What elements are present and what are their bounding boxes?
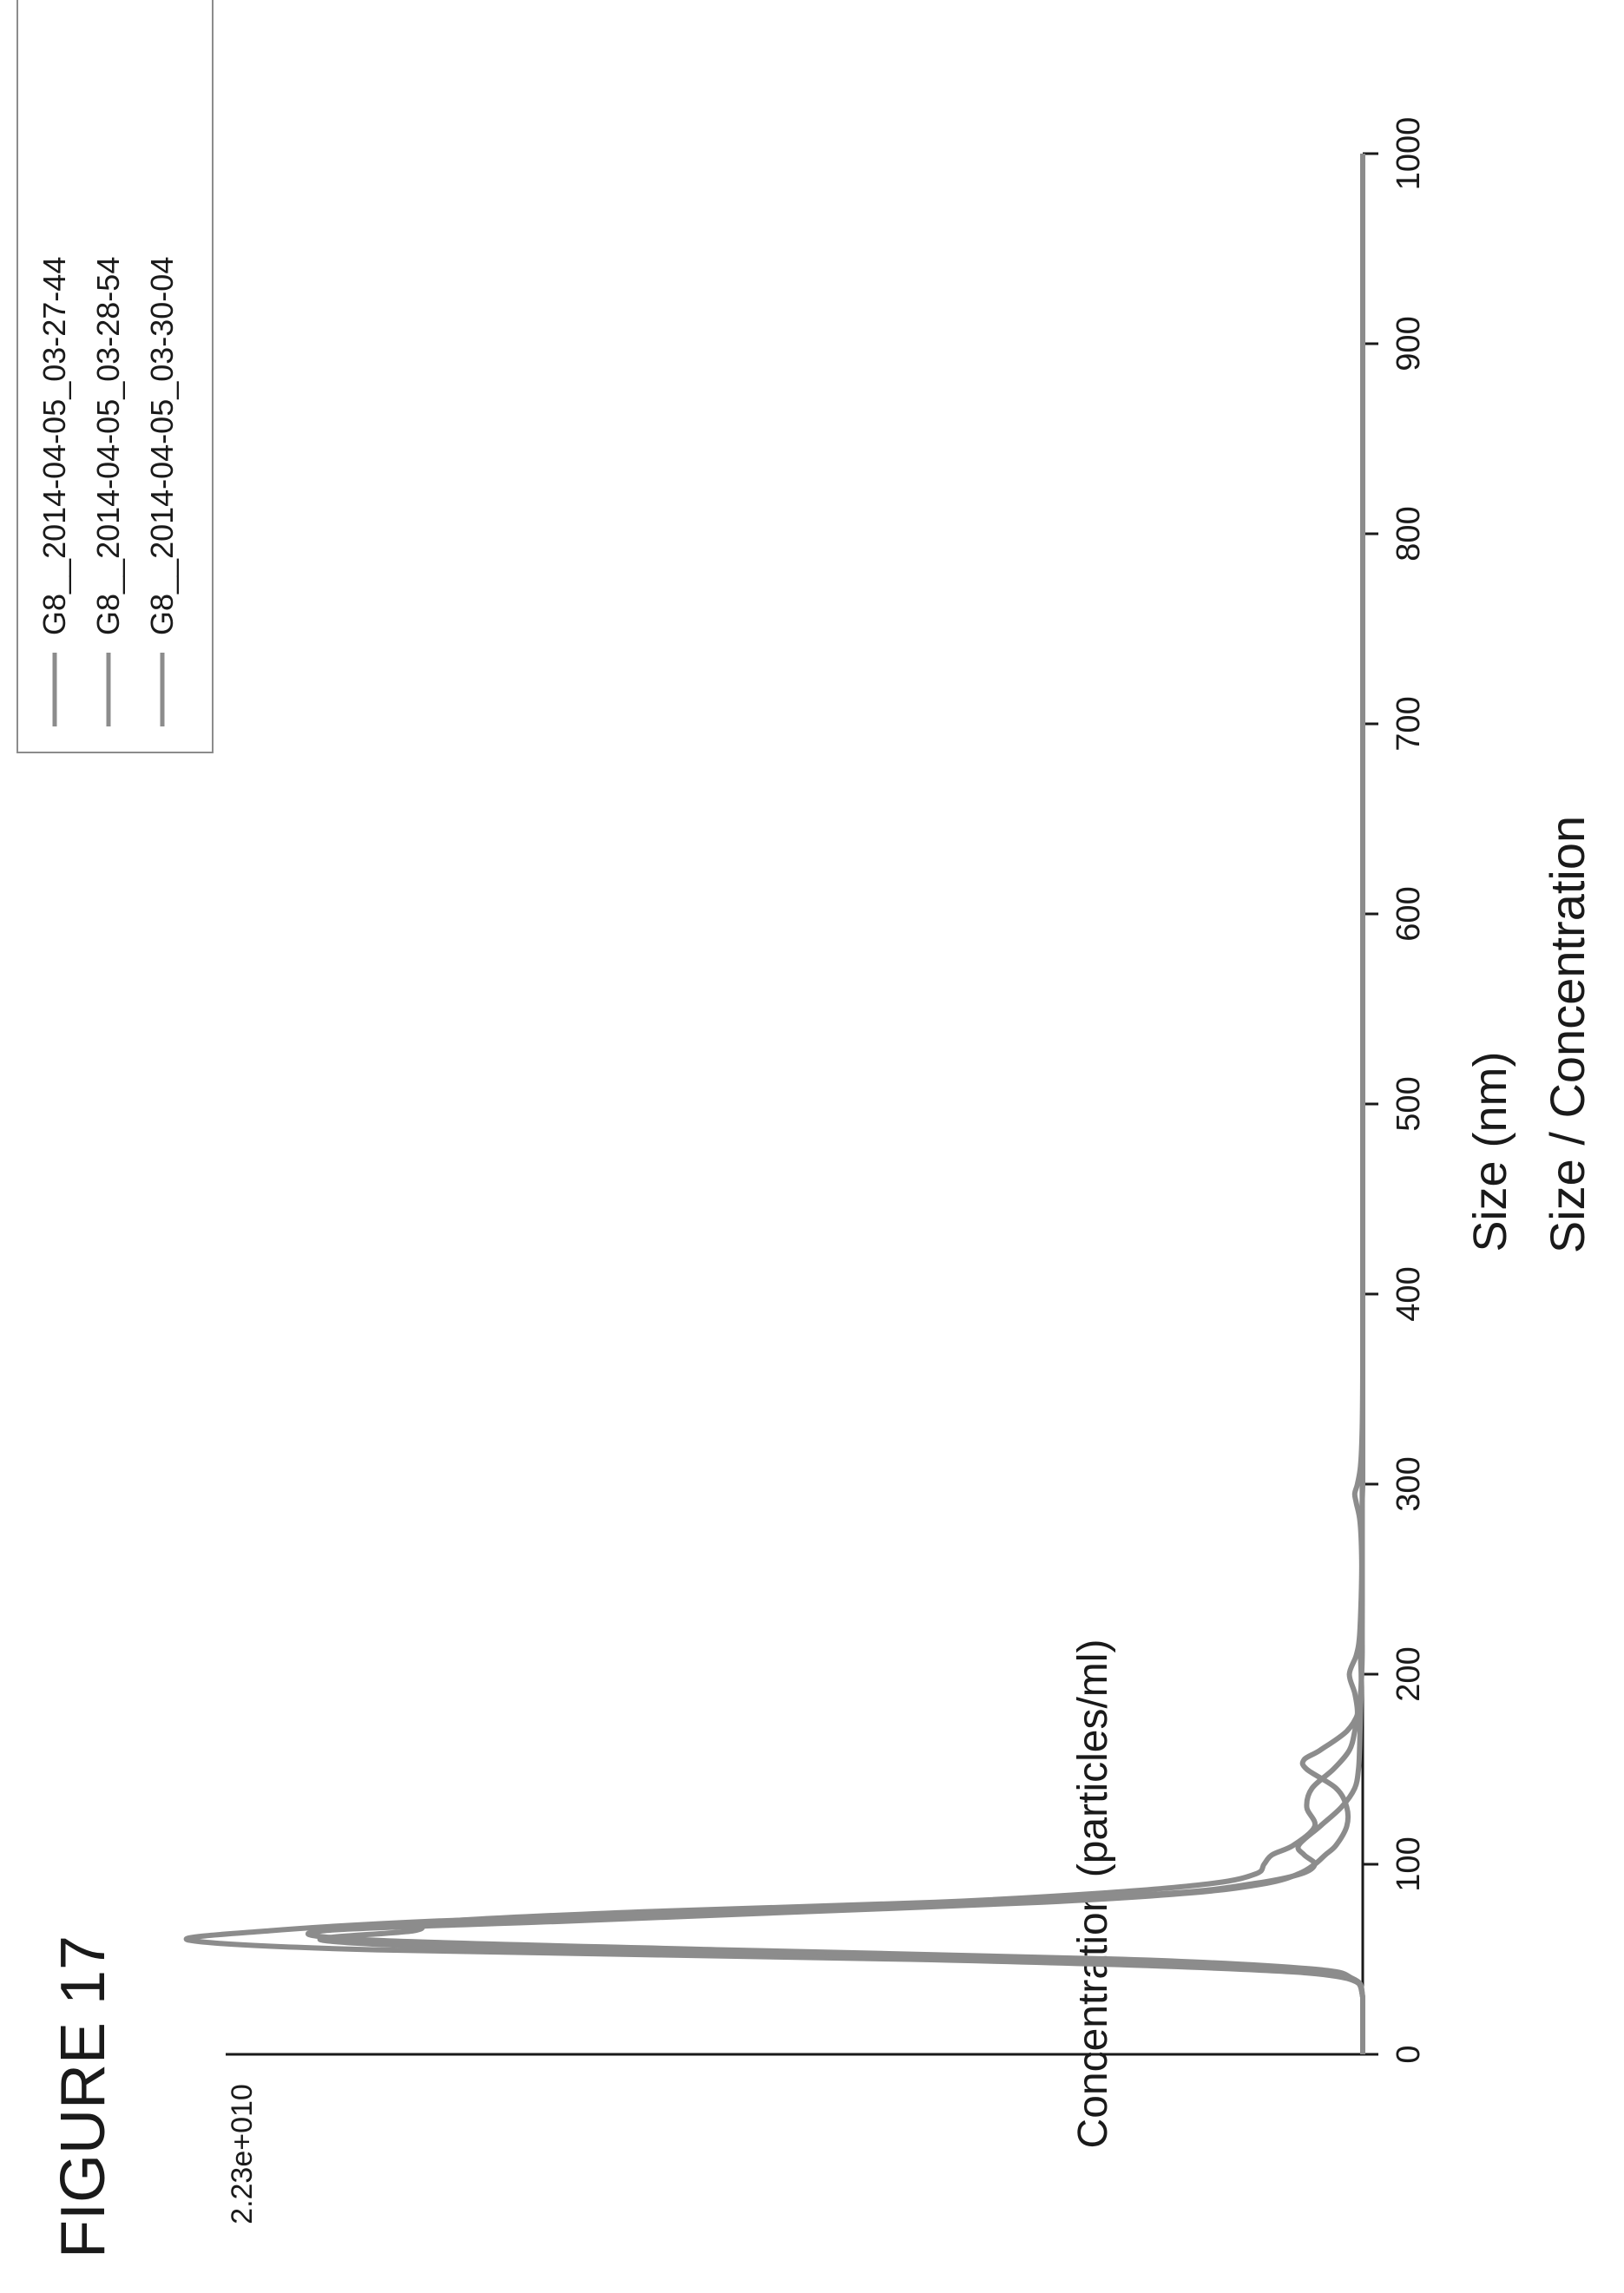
legend-label: G8__2014-04-05_03-27-44: [36, 257, 72, 635]
x-tick-label: 100: [1391, 1836, 1427, 1891]
x-tick-label: 300: [1391, 1456, 1427, 1511]
legend-items: G8__2014-04-05_03-27-44 G8__2014-04-05_03…: [36, 257, 180, 726]
y-max-tick-label: 2.23e+010: [226, 2084, 259, 2224]
x-tick-label: 800: [1391, 506, 1427, 561]
x-tick-label: 600: [1391, 886, 1427, 941]
series-line-1: [317, 154, 1366, 2055]
series-lines: [183, 154, 1366, 2055]
legend-label: G8__2014-04-05_03-30-04: [144, 257, 180, 635]
series-line-2: [183, 154, 1366, 2055]
x-tick-label: 500: [1391, 1076, 1427, 1131]
legend: G8__2014-04-05_03-27-44 G8__2014-04-05_03…: [16, 0, 214, 753]
x-tick-label: 0: [1391, 2045, 1427, 2063]
x-tick-label: 200: [1391, 1646, 1427, 1701]
rotated-figure: FIGURE 17 Size / Concentration Size (nm)…: [16, 0, 1594, 2258]
x-tick-label: 400: [1391, 1266, 1427, 1321]
figure-label: FIGURE 17: [49, 1935, 118, 2258]
series-line-3: [305, 154, 1366, 2055]
x-tick-label: 700: [1391, 696, 1427, 751]
x-tick-label: 900: [1391, 316, 1427, 371]
chart-title: Size / Concentration: [1540, 816, 1594, 1253]
legend-box: [16, 0, 214, 753]
legend-label: G8__2014-04-05_03-28-54: [90, 257, 126, 635]
x-ticks: 0 100 200 300 400 500 600 700 800 900 1000: [1363, 117, 1427, 2064]
x-axis-label: Size (nm): [1464, 1051, 1516, 1252]
x-tick-label: 1000: [1391, 117, 1427, 191]
